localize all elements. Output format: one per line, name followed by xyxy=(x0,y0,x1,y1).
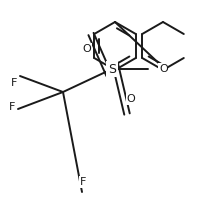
Text: O: O xyxy=(127,94,135,104)
Text: O: O xyxy=(83,44,91,54)
Text: O: O xyxy=(159,64,168,74)
Text: S: S xyxy=(108,62,116,76)
Text: F: F xyxy=(9,102,15,112)
Text: F: F xyxy=(11,78,17,88)
Text: F: F xyxy=(80,177,86,187)
